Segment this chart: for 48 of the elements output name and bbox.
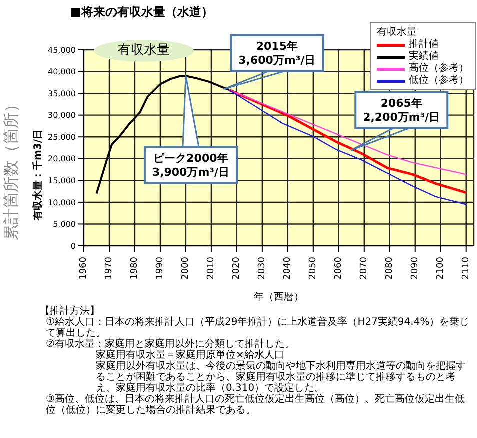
x-tick-label: 1980 <box>130 256 140 280</box>
callout-box: ピーク2000年 3,900万m³/日 <box>144 75 238 184</box>
oval-label: 有収水量 <box>94 40 194 62</box>
text: ①給水人口：日本の将来推計人口（平成29年推計）に上水道普及率（H27実績94.4%）を乗じて算出した。 <box>45 317 471 339</box>
x-tick-label: 2000 <box>180 256 191 280</box>
x-tick-label: 2090 <box>410 256 420 280</box>
line-series <box>228 89 467 176</box>
text: 家庭用有収水量＝家庭用原単位×給水人口 <box>95 350 286 361</box>
x-tick-label: 2060 <box>334 256 344 280</box>
text: 累計箇所数（箇所） <box>2 96 22 242</box>
x-tick-label: 2050 <box>308 256 318 280</box>
y-axis-title: 有収水量：千m3/日 <box>32 128 45 223</box>
y-tick-label: 20,000 <box>48 154 76 164</box>
line-series <box>96 75 230 195</box>
text: ③高位、低位は、日本の将来推計人口の死亡低位仮定出生高位（高位）、死亡高位仮定出生低位（低位）に変更した場合の推計結果である。 <box>45 394 466 416</box>
y-tick-label: 25,000 <box>48 132 76 142</box>
y-tick-label: 40,000 <box>48 68 76 77</box>
y-tick-label: 0 <box>70 242 76 251</box>
x-tick-label: 2070 <box>359 256 370 280</box>
legend-label: 実績値 <box>409 51 439 62</box>
legend-title: 有収水量 <box>377 26 418 39</box>
x-tick-label: 2020 <box>232 256 242 280</box>
x-tick-label: 2040 <box>282 256 293 280</box>
x-tick-label: 2100 <box>436 256 446 280</box>
y-tick-label: 10,000 <box>48 198 76 208</box>
annotation: 2015年 3,600万m³/日 <box>238 40 316 68</box>
y-tick-label: 5,000 <box>53 220 76 230</box>
x-axis-title: 年（西暦） <box>254 291 304 303</box>
annotation: 2065年 2,200万m³/日 <box>363 97 440 124</box>
y-tick-label: 30,000 <box>48 111 76 120</box>
annotation: ピーク2000年 3,900万m³/日 <box>152 152 230 180</box>
x-tick-label: 1990 <box>155 256 166 280</box>
x-tick-label: 2010 <box>206 256 216 280</box>
y-tick-label: 15,000 <box>48 176 76 186</box>
x-tick-label: 2030 <box>257 256 268 280</box>
text: 家庭用以外有収水量は、今後の景気の動向や地下水利用専用水道等の動向を把握することが困難であることから、家庭用有収水量の推移に準じて推移するものと考え、家庭用有収水量の比率（0.310）で設定した。 <box>95 361 467 394</box>
legend-label: 推計値 <box>409 39 439 50</box>
x-tick-label: 1960 <box>79 256 89 280</box>
x-tick-label: 1970 <box>104 256 114 280</box>
y-tick-label: 45,000 <box>48 46 76 55</box>
y-tick-label: 35,000 <box>48 89 76 98</box>
text: 【推計方法】 <box>40 306 101 317</box>
x-tick-label: 2080 <box>384 256 395 280</box>
x-tick-label: 2110 <box>461 256 472 280</box>
chart-title: ■将来の有収水量（水道） <box>70 4 214 21</box>
legend-label: 高位（参考） <box>409 63 469 74</box>
legend-label: 低位（参考） <box>409 75 469 87</box>
text: ②有収水量：家庭用と家庭用以外に分類して推計した。 <box>45 339 296 350</box>
